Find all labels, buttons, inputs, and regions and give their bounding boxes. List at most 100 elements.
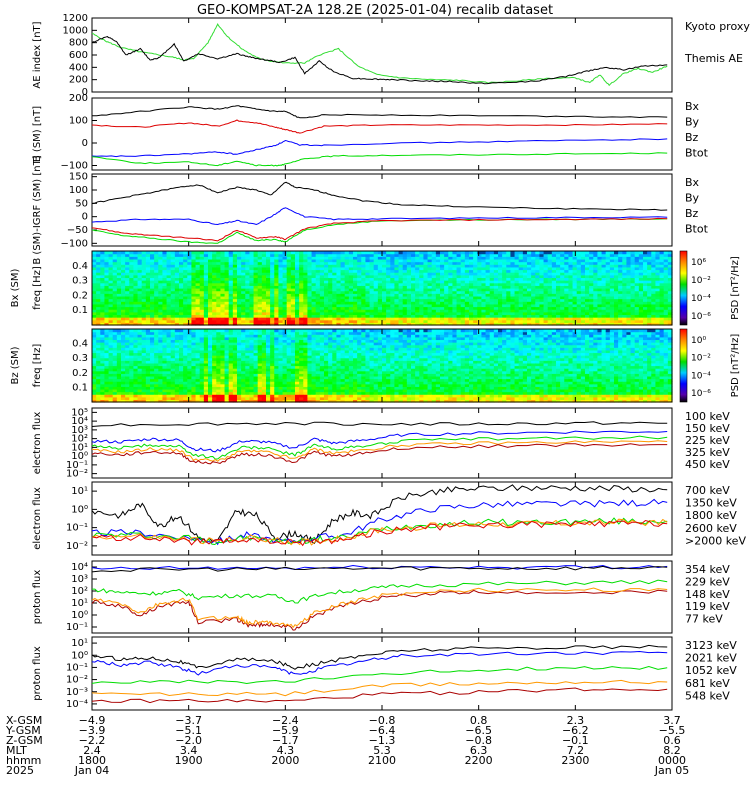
heatmap-cell xyxy=(373,266,379,271)
heatmap-cell xyxy=(191,309,197,313)
heatmap-cell xyxy=(473,277,478,281)
heatmap-cell xyxy=(104,360,110,364)
heatmap-cell xyxy=(493,266,499,271)
heatmap-cell xyxy=(634,319,640,323)
heatmap-cell xyxy=(390,251,396,255)
heatmap-cell xyxy=(261,261,267,265)
heatmap-cell xyxy=(585,272,590,276)
heatmap-cell xyxy=(208,264,213,268)
heatmap-cell xyxy=(332,277,338,281)
heatmap-cell xyxy=(187,293,193,297)
heatmap-cell xyxy=(150,285,155,289)
heatmap-cell xyxy=(572,306,578,310)
heatmap-cell xyxy=(593,311,599,316)
y-tick-label: 0.1 xyxy=(72,305,88,316)
heatmap-cell xyxy=(365,266,371,271)
heatmap-cell xyxy=(535,258,541,263)
heatmap-cell xyxy=(311,298,317,302)
heatmap-cell xyxy=(245,251,251,255)
heatmap-cell xyxy=(162,309,168,313)
heatmap-cell xyxy=(510,285,516,289)
heatmap-cell xyxy=(564,309,570,313)
heatmap-cell xyxy=(249,303,255,308)
heatmap-cell xyxy=(469,285,474,289)
heatmap-cell xyxy=(332,301,338,305)
heatmap-cell xyxy=(307,258,313,263)
heatmap-cell xyxy=(543,317,549,321)
heatmap-cell xyxy=(643,301,648,305)
heatmap-cell xyxy=(406,280,412,284)
heatmap-cell xyxy=(216,272,222,276)
heatmap-cell xyxy=(100,399,106,403)
heatmap-cell xyxy=(203,253,209,257)
heatmap-cell xyxy=(96,295,101,300)
heatmap-cell xyxy=(220,282,226,286)
heatmap-cell xyxy=(452,269,458,273)
heatmap-cell xyxy=(427,306,433,310)
heatmap-cell xyxy=(593,253,599,257)
heatmap-cell xyxy=(547,274,553,279)
heatmap-cell xyxy=(373,295,379,300)
heatmap-cell xyxy=(232,314,238,318)
heatmap-cell xyxy=(527,266,532,271)
heatmap-cell xyxy=(104,334,110,338)
heatmap-cell xyxy=(166,293,172,297)
heatmap-cell xyxy=(270,274,275,279)
heatmap-cell xyxy=(199,295,205,300)
heatmap-cell xyxy=(286,303,292,308)
heatmap-cell xyxy=(593,290,599,294)
heatmap-cell xyxy=(614,264,619,268)
heatmap-cell xyxy=(456,277,462,281)
heatmap-cell xyxy=(92,378,97,382)
heatmap-cell xyxy=(415,269,420,273)
heatmap-cell xyxy=(643,290,648,294)
heatmap-cell xyxy=(307,261,313,265)
heatmap-cell xyxy=(340,322,346,326)
heatmap-cell xyxy=(535,256,541,260)
heatmap-cell xyxy=(419,301,425,305)
heatmap-cell xyxy=(245,311,251,316)
heatmap-cell xyxy=(460,261,466,265)
heatmap-cell xyxy=(543,290,549,294)
heatmap-cell xyxy=(125,306,130,310)
heatmap-cell xyxy=(224,282,230,286)
heatmap-cell xyxy=(295,288,300,292)
heatmap-cell xyxy=(605,264,611,268)
heatmap-cell xyxy=(667,309,673,313)
heatmap-cell xyxy=(129,264,135,268)
heatmap-cell xyxy=(539,251,545,255)
heatmap-cell xyxy=(589,269,594,273)
series-line xyxy=(91,181,668,211)
heatmap-cell xyxy=(440,274,445,279)
heatmap-cell xyxy=(456,295,462,300)
heatmap-cell xyxy=(108,298,114,302)
heatmap-cell xyxy=(216,288,222,292)
heatmap-cell xyxy=(112,314,118,318)
heatmap-cell xyxy=(274,306,280,310)
heatmap-cell xyxy=(344,322,350,326)
heatmap-cell xyxy=(324,266,329,271)
heatmap-cell xyxy=(593,256,599,260)
heatmap-cell xyxy=(216,319,222,323)
heatmap-cell xyxy=(609,303,615,308)
heatmap-cell xyxy=(245,322,251,326)
heatmap-cell xyxy=(423,306,429,310)
heatmap-cell xyxy=(125,295,130,300)
heatmap-cell xyxy=(473,266,478,271)
heatmap-cell xyxy=(195,251,201,255)
heatmap-cell xyxy=(365,290,371,294)
heatmap-cell xyxy=(340,269,346,273)
heatmap-cell xyxy=(485,266,491,271)
heatmap-cell xyxy=(166,253,172,257)
heatmap-cell xyxy=(361,261,367,265)
heatmap-cell xyxy=(506,303,512,308)
heatmap-cell xyxy=(129,290,135,294)
heatmap-cell xyxy=(237,282,242,286)
heatmap-cell xyxy=(547,261,553,265)
heatmap-cell xyxy=(510,293,516,297)
heatmap-cell xyxy=(506,253,512,257)
heatmap-cell xyxy=(589,311,594,316)
heatmap-cell xyxy=(324,285,329,289)
heatmap-cell xyxy=(626,285,632,289)
heatmap-cell xyxy=(112,269,118,273)
